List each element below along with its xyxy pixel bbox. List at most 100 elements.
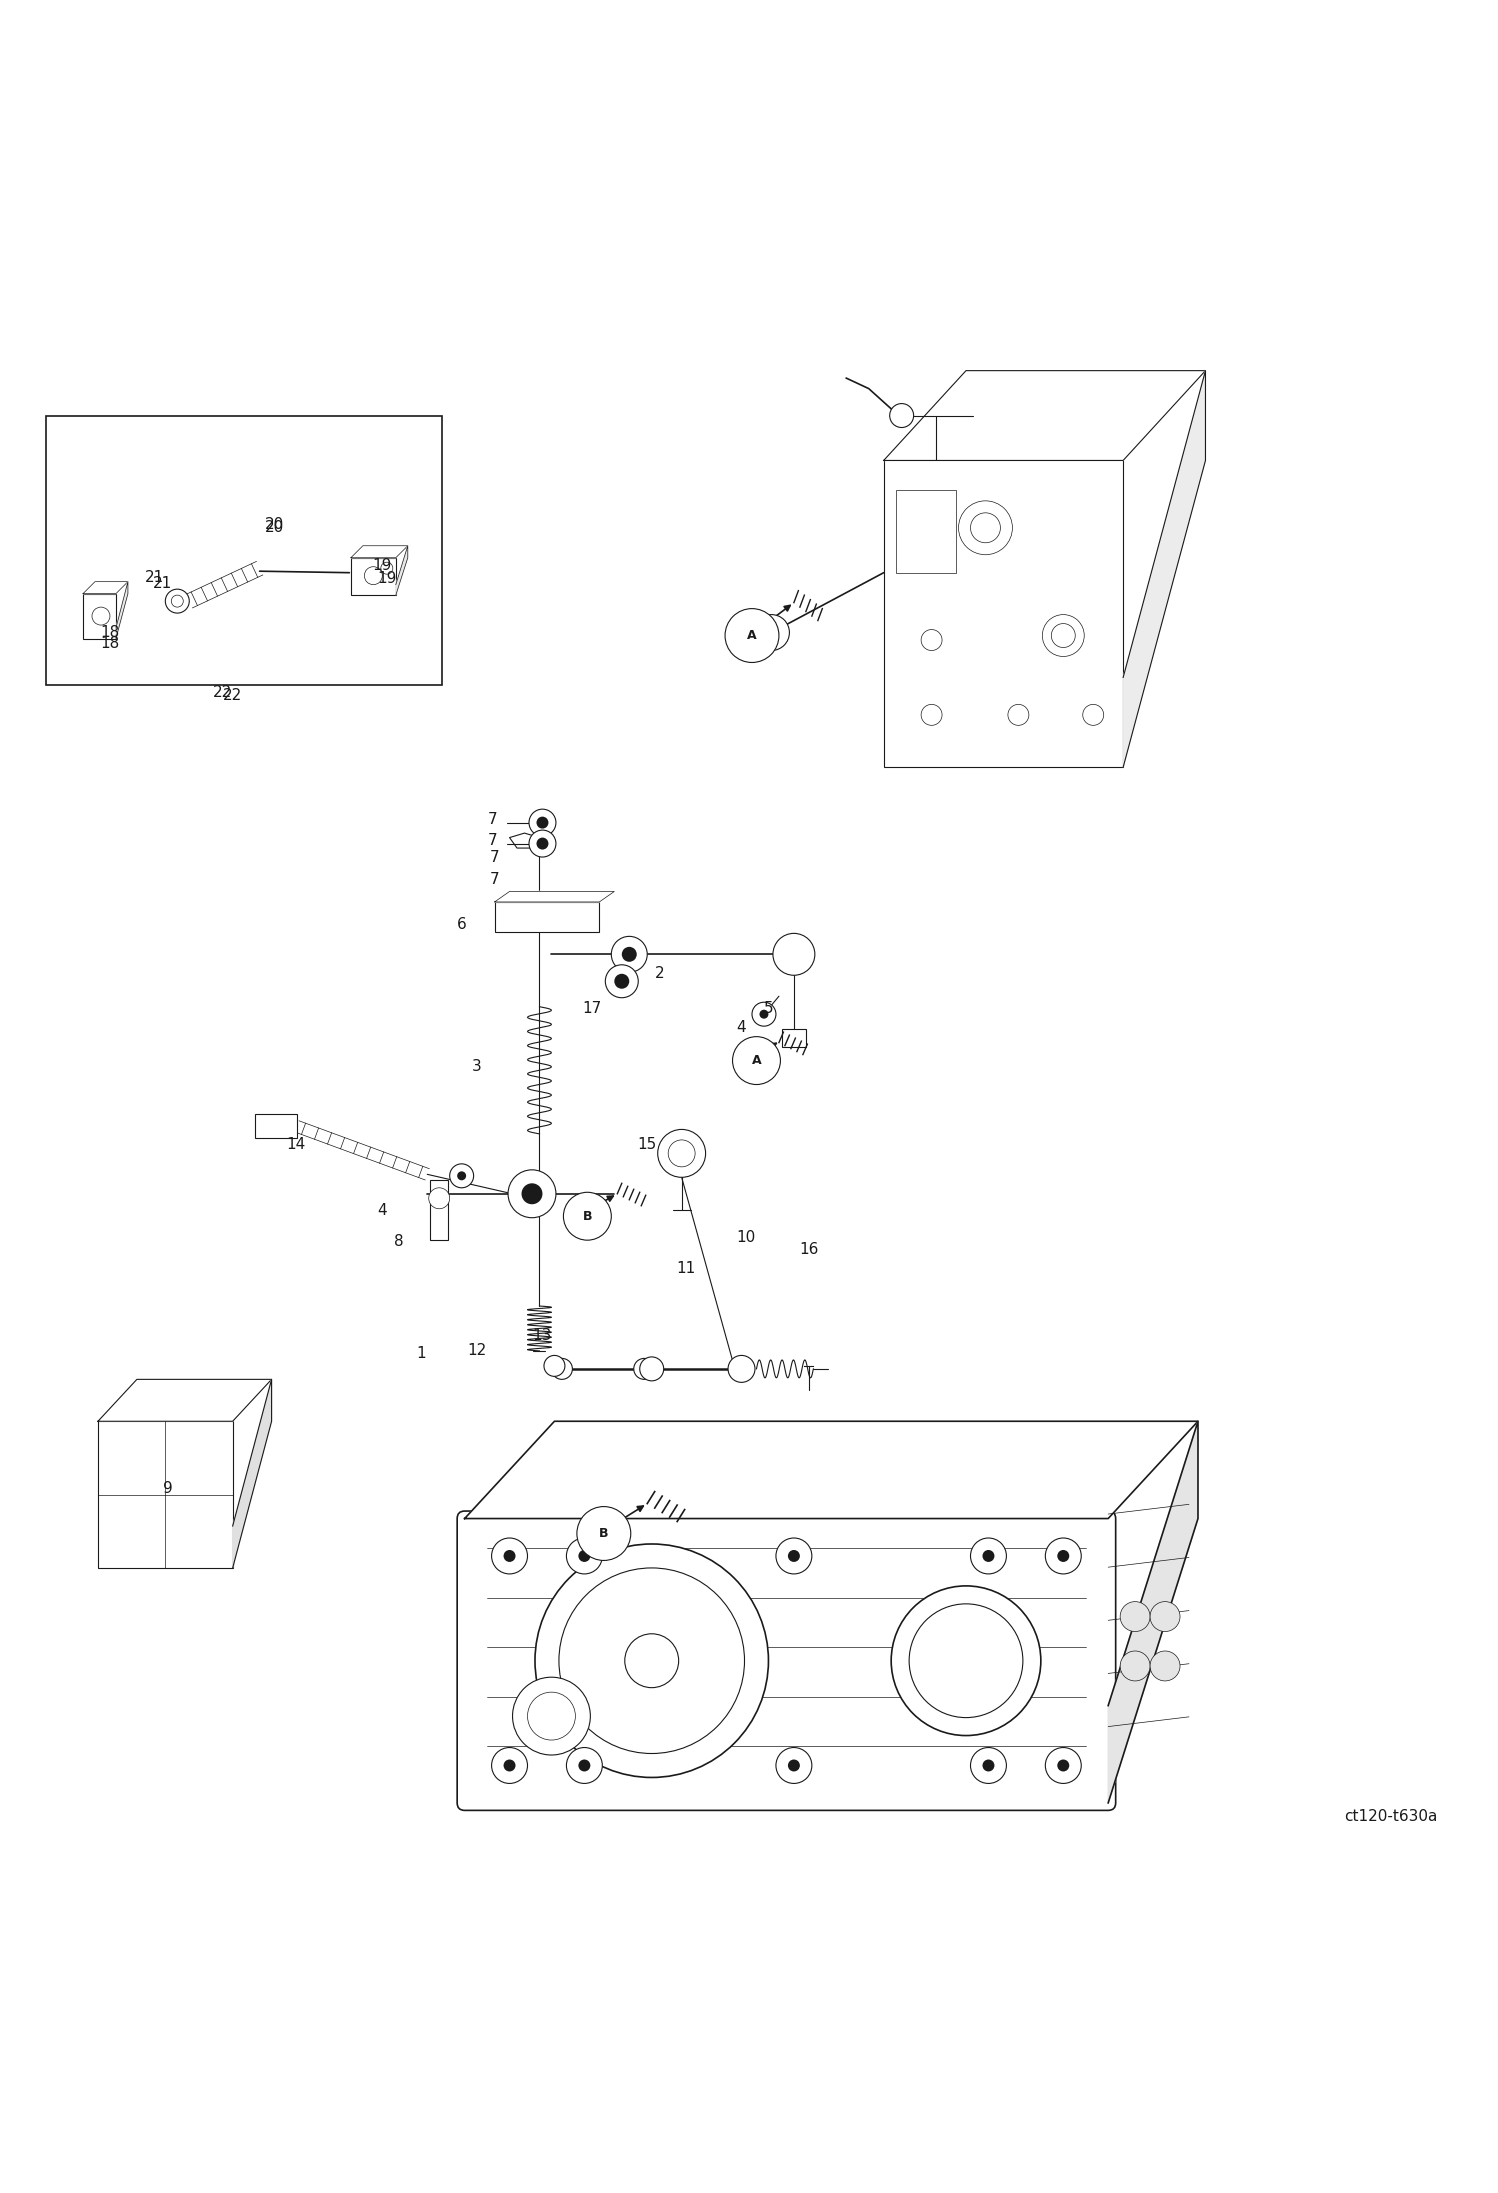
Circle shape	[634, 1357, 655, 1379]
Circle shape	[449, 1164, 473, 1189]
Text: 21: 21	[153, 575, 172, 590]
Circle shape	[503, 1550, 515, 1561]
Circle shape	[551, 1357, 572, 1379]
Circle shape	[563, 1193, 611, 1241]
Text: 12: 12	[467, 1344, 487, 1357]
Polygon shape	[232, 1379, 271, 1568]
Text: ct120-t630a: ct120-t630a	[1344, 1809, 1438, 1825]
Circle shape	[559, 1568, 745, 1754]
Circle shape	[909, 1603, 1023, 1717]
Circle shape	[971, 513, 1001, 542]
Bar	[82, 594, 115, 638]
Circle shape	[535, 1544, 768, 1779]
Circle shape	[566, 1748, 602, 1783]
Text: 20: 20	[265, 518, 285, 533]
Polygon shape	[82, 581, 127, 594]
Circle shape	[380, 561, 392, 575]
Bar	[430, 1180, 448, 1241]
Circle shape	[752, 1002, 776, 1026]
Text: 11: 11	[677, 1261, 695, 1276]
Bar	[782, 1029, 806, 1046]
Text: A: A	[752, 1055, 761, 1068]
Circle shape	[658, 1129, 706, 1178]
Text: 22: 22	[223, 689, 243, 704]
Polygon shape	[351, 546, 407, 557]
Text: 17: 17	[583, 1000, 602, 1015]
Circle shape	[508, 1169, 556, 1217]
Bar	[494, 901, 599, 932]
Circle shape	[614, 974, 629, 989]
Polygon shape	[97, 1379, 271, 1421]
Circle shape	[577, 1507, 631, 1561]
Bar	[884, 461, 1124, 768]
Circle shape	[1150, 1601, 1180, 1632]
Circle shape	[544, 1355, 565, 1377]
Text: B: B	[583, 1211, 592, 1224]
Polygon shape	[395, 546, 407, 594]
Circle shape	[640, 1357, 664, 1382]
Text: 22: 22	[213, 684, 232, 700]
Polygon shape	[115, 581, 127, 638]
Text: 7: 7	[488, 811, 497, 827]
Circle shape	[1008, 704, 1029, 726]
Circle shape	[773, 934, 815, 976]
Text: 2: 2	[655, 967, 664, 980]
Circle shape	[605, 965, 638, 998]
Circle shape	[512, 1678, 590, 1754]
Circle shape	[364, 566, 382, 586]
Circle shape	[776, 1537, 812, 1575]
Circle shape	[503, 1759, 515, 1772]
Text: 15: 15	[638, 1136, 656, 1151]
Circle shape	[566, 1537, 602, 1575]
Circle shape	[165, 590, 189, 614]
Circle shape	[1052, 623, 1076, 647]
Text: 8: 8	[394, 1235, 403, 1250]
Circle shape	[521, 1184, 542, 1204]
Text: 5: 5	[764, 1000, 773, 1015]
Text: A: A	[748, 629, 756, 643]
Polygon shape	[1124, 371, 1206, 768]
Circle shape	[91, 607, 109, 625]
Polygon shape	[464, 1421, 1198, 1518]
Circle shape	[171, 594, 183, 607]
Bar	[255, 1114, 297, 1138]
Text: 7: 7	[490, 849, 499, 864]
Circle shape	[536, 816, 548, 829]
Bar	[97, 1421, 232, 1568]
Circle shape	[622, 947, 637, 963]
Circle shape	[529, 809, 556, 836]
Circle shape	[529, 831, 556, 857]
Text: 18: 18	[100, 636, 120, 651]
Bar	[45, 414, 442, 684]
Circle shape	[983, 1550, 995, 1561]
Text: 13: 13	[533, 1329, 553, 1344]
Circle shape	[578, 1759, 590, 1772]
Text: 1: 1	[416, 1347, 425, 1362]
Circle shape	[733, 1037, 780, 1086]
Circle shape	[491, 1748, 527, 1783]
Circle shape	[578, 1550, 590, 1561]
Circle shape	[788, 1759, 800, 1772]
Circle shape	[1043, 614, 1085, 656]
Circle shape	[668, 1140, 695, 1167]
Circle shape	[527, 1693, 575, 1739]
Text: 10: 10	[737, 1230, 755, 1246]
Circle shape	[890, 404, 914, 428]
Text: 19: 19	[373, 557, 392, 572]
Text: 19: 19	[377, 570, 397, 586]
Circle shape	[1083, 704, 1104, 726]
Circle shape	[759, 1009, 768, 1020]
Circle shape	[611, 936, 647, 971]
Text: 7: 7	[490, 873, 499, 886]
Circle shape	[728, 1355, 755, 1382]
Polygon shape	[1109, 1421, 1198, 1803]
Circle shape	[983, 1759, 995, 1772]
Circle shape	[457, 1171, 466, 1180]
Circle shape	[491, 1537, 527, 1575]
Text: 14: 14	[286, 1136, 306, 1151]
Bar	[351, 557, 395, 594]
Circle shape	[1121, 1601, 1150, 1632]
Text: 4: 4	[377, 1202, 386, 1217]
Text: 9: 9	[163, 1480, 174, 1496]
Circle shape	[764, 625, 779, 640]
